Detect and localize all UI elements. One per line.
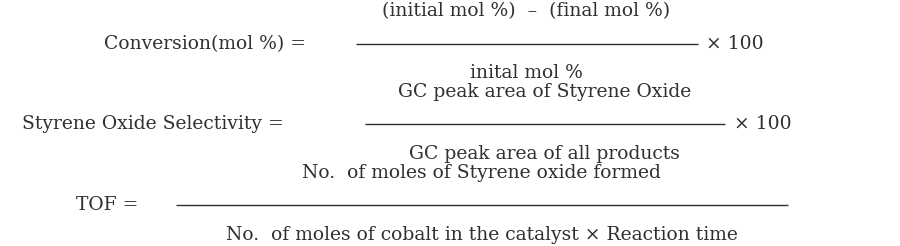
- Text: No.  of moles of cobalt in the catalyst × Reaction time: No. of moles of cobalt in the catalyst ×…: [226, 226, 737, 244]
- Text: GC peak area of all products: GC peak area of all products: [410, 145, 680, 163]
- Text: × 100: × 100: [734, 115, 791, 133]
- Text: × 100: × 100: [706, 35, 764, 53]
- Text: Styrene Oxide Selectivity =: Styrene Oxide Selectivity =: [22, 115, 290, 133]
- Text: inital mol %: inital mol %: [470, 64, 583, 82]
- Text: (initial mol %)  –  (final mol %): (initial mol %) – (final mol %): [382, 2, 670, 20]
- Text: Conversion(mol %) =: Conversion(mol %) =: [104, 35, 311, 53]
- Text: No.  of moles of Styrene oxide formed: No. of moles of Styrene oxide formed: [302, 164, 661, 182]
- Text: GC peak area of Styrene Oxide: GC peak area of Styrene Oxide: [398, 83, 691, 101]
- Text: TOF =: TOF =: [76, 196, 145, 215]
